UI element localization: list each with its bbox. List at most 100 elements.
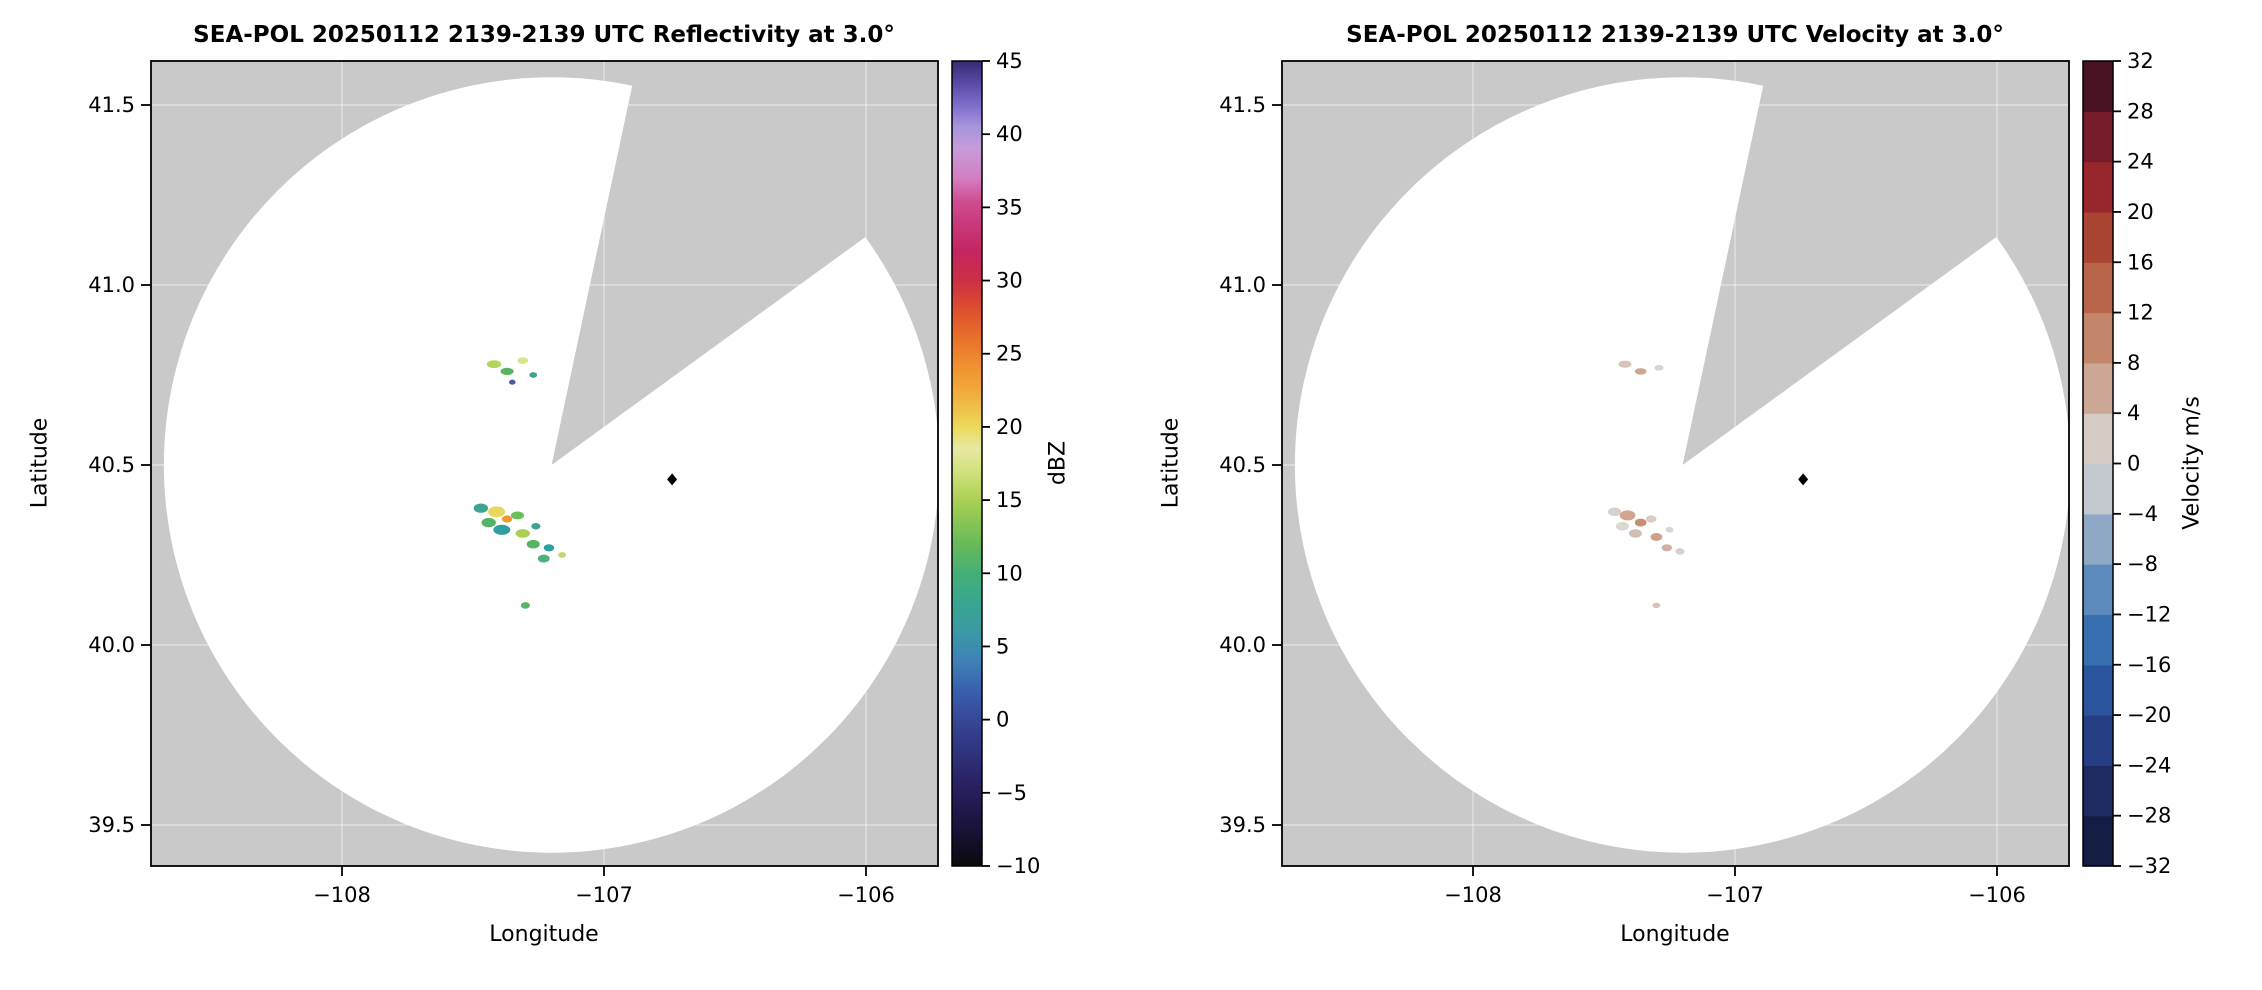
y-tick-label: 41.0 (88, 273, 135, 297)
colorbar-tick-label: 20 (2127, 200, 2154, 224)
colorbar-tick-label: 45 (996, 49, 1023, 73)
radar-echo (1628, 529, 1642, 538)
velocity-x-axis-label: Longitude (1620, 922, 1730, 947)
radar-echo (515, 529, 530, 538)
y-tick-label: 41.5 (1219, 93, 1266, 117)
colorbar-tick-label: 10 (996, 561, 1023, 585)
colorbar-tick-label: −4 (2127, 502, 2158, 526)
colorbar-tick-label: 32 (2127, 49, 2154, 73)
radar-echo (473, 503, 489, 513)
radar-echo (509, 379, 516, 385)
colorbar-segment (2083, 815, 2113, 867)
colorbar-tick-label: 24 (2127, 150, 2154, 174)
plot-clip-group (1282, 61, 2069, 866)
colorbar-tick-label: 5 (996, 634, 1009, 658)
velocity-y-axis-label: Latitude (1158, 417, 1184, 509)
radar-echo (1634, 368, 1647, 375)
missing-data-sector (551, 61, 938, 465)
radar-echo (1675, 548, 1685, 555)
velocity-title: SEA-POL 20250112 2139-2139 UTC Velocity … (1346, 22, 2004, 48)
colorbar-segment (2083, 362, 2113, 414)
velocity-colorbar-label: Velocity m/s (2179, 396, 2205, 530)
colorbar-tick-label: 20 (996, 415, 1023, 439)
colorbar-tick-label: 0 (996, 708, 1009, 732)
colorbar-segment (2083, 312, 2113, 364)
radar-echo (1618, 360, 1632, 368)
radar-echo (1665, 526, 1674, 533)
reflectivity-title: SEA-POL 20250112 2139-2139 UTC Reflectiv… (193, 22, 895, 48)
radar-echo (1615, 521, 1629, 531)
colorbar-segment (2083, 715, 2113, 766)
colorbar-tick-label: −16 (2127, 653, 2171, 677)
site-marker (667, 473, 678, 486)
colorbar-segment (2083, 564, 2113, 616)
colorbar-tick-label: 8 (2127, 351, 2140, 375)
colorbar-tick-label: 16 (2127, 250, 2154, 274)
y-tick-label: 40.5 (88, 453, 135, 477)
colorbar-tick-label: −5 (996, 781, 1027, 805)
colorbar-tick-label: 35 (996, 195, 1023, 219)
y-tick-label: 41.0 (1219, 273, 1266, 297)
radar-echo (493, 524, 511, 535)
x-tick-label: −108 (313, 883, 371, 907)
radar-echo (543, 544, 555, 552)
radar-echo (1654, 364, 1664, 371)
radar-echo (486, 360, 502, 369)
colorbar-segment (2083, 111, 2113, 163)
radar-echo (501, 515, 513, 523)
colorbar-tick-label: 4 (2127, 401, 2140, 425)
colorbar-segment (2083, 211, 2113, 263)
radar-echo (1652, 602, 1661, 609)
colorbar-segment (2083, 664, 2113, 716)
radar-echo (517, 357, 529, 364)
radar-echo (1650, 533, 1663, 541)
colorbar-segment (2083, 614, 2113, 666)
x-tick-label: −108 (1444, 883, 1502, 907)
colorbar-tick-label: −20 (2127, 703, 2171, 727)
x-tick-label: −107 (1706, 883, 1764, 907)
colorbar-tick-label: 0 (2127, 452, 2140, 476)
colorbar-tick-label: 40 (996, 122, 1023, 146)
y-tick-label: 41.5 (88, 93, 135, 117)
plot-clip-group (151, 61, 938, 866)
colorbar-tick-label: −24 (2127, 753, 2171, 777)
colorbar-tick-label: −12 (2127, 602, 2171, 626)
x-tick-label: −107 (575, 883, 633, 907)
y-tick-label: 40.0 (88, 633, 135, 657)
colorbar-segment (2083, 262, 2113, 314)
colorbar-tick-label: 15 (996, 488, 1023, 512)
radar-echo (1645, 515, 1657, 523)
radar-echo (537, 554, 550, 563)
colorbar (952, 61, 982, 866)
radar-echo (488, 506, 506, 518)
colorbar-segment (2083, 61, 2113, 112)
colorbar-tick-label: −10 (996, 854, 1040, 878)
x-tick-label: −106 (837, 883, 895, 907)
radar-echo (1661, 544, 1673, 552)
x-tick-label: −106 (1968, 883, 2026, 907)
radar-echo (481, 517, 496, 528)
radar-echo (1634, 518, 1647, 527)
reflectivity-y-axis-label: Latitude (27, 417, 53, 509)
colorbar-segment (2083, 463, 2113, 515)
site-marker (1798, 473, 1809, 486)
radar-echo (1619, 510, 1636, 521)
reflectivity-x-axis-label: Longitude (489, 922, 599, 947)
colorbar-segment (2083, 161, 2113, 213)
radar-echo (520, 602, 530, 609)
radar-echo (529, 372, 538, 378)
colorbar-tick-label: −32 (2127, 854, 2171, 878)
colorbar-segment (2083, 413, 2113, 465)
radar-echo (526, 539, 540, 549)
radar-echo (558, 552, 567, 558)
radar-echo (1607, 507, 1622, 517)
missing-data-sector (1682, 61, 2069, 465)
colorbar-tick-label: 28 (2127, 99, 2154, 123)
colorbar-tick-label: −8 (2127, 552, 2158, 576)
velocity-panel: −108 −107 −106 39.5 40.0 40.5 41.0 41.5 −32 −28 −2… (1219, 49, 2171, 907)
radar-echo (500, 367, 514, 375)
plot-frame (150, 60, 939, 867)
reflectivity-panel: −108 −107 −106 39.5 40.0 40.5 41.0 41.5 −10 −5 0 5 1… (88, 49, 1040, 907)
y-tick-label: 40.0 (1219, 633, 1266, 657)
